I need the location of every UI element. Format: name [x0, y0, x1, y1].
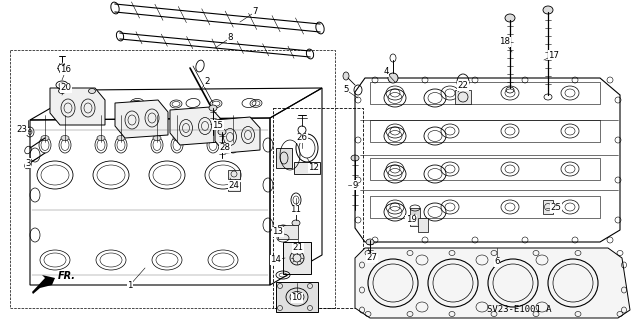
Ellipse shape	[88, 88, 95, 93]
Text: 20: 20	[61, 84, 72, 93]
Bar	[278, 225, 298, 239]
Polygon shape	[50, 88, 105, 125]
Text: 23: 23	[17, 125, 28, 135]
Ellipse shape	[209, 136, 217, 140]
Text: 28: 28	[220, 144, 230, 152]
Polygon shape	[215, 117, 260, 153]
Text: 4: 4	[383, 68, 388, 77]
Ellipse shape	[117, 136, 125, 140]
Text: 3: 3	[25, 159, 31, 167]
Ellipse shape	[505, 14, 515, 22]
Ellipse shape	[229, 136, 237, 140]
Bar	[543, 200, 553, 214]
Ellipse shape	[97, 136, 105, 140]
Text: FR.: FR.	[58, 271, 76, 281]
Bar	[276, 282, 318, 312]
Text: 18: 18	[499, 38, 511, 47]
Text: 6: 6	[494, 257, 500, 266]
Text: 16: 16	[61, 65, 72, 75]
Bar	[228, 182, 240, 191]
Text: 17: 17	[548, 50, 559, 60]
Ellipse shape	[58, 88, 65, 93]
Text: 10: 10	[291, 293, 303, 302]
Bar	[370, 196, 600, 218]
Bar	[370, 120, 600, 142]
Bar	[370, 82, 600, 104]
Text: 15: 15	[212, 121, 223, 130]
Ellipse shape	[209, 105, 217, 111]
Ellipse shape	[351, 155, 359, 161]
Bar	[370, 158, 600, 180]
Polygon shape	[355, 248, 630, 318]
Text: 21: 21	[292, 243, 303, 253]
Text: 7: 7	[252, 8, 258, 17]
Bar	[276, 148, 292, 168]
Polygon shape	[32, 275, 55, 294]
Text: 9: 9	[352, 181, 358, 189]
Bar	[455, 90, 471, 104]
Ellipse shape	[366, 239, 374, 245]
Text: 26: 26	[296, 133, 307, 143]
Bar	[273, 108, 363, 308]
Ellipse shape	[153, 136, 161, 140]
Text: 8: 8	[227, 33, 233, 42]
Ellipse shape	[292, 220, 300, 226]
Polygon shape	[115, 100, 168, 138]
Text: 12: 12	[308, 164, 319, 173]
Text: 24: 24	[228, 181, 239, 189]
Ellipse shape	[218, 129, 226, 135]
Bar	[294, 162, 320, 174]
Bar	[410, 208, 420, 226]
Bar	[283, 242, 311, 274]
Bar	[10, 50, 335, 308]
Text: 27: 27	[367, 254, 378, 263]
Polygon shape	[170, 107, 220, 145]
Text: 13: 13	[273, 227, 284, 236]
Text: 22: 22	[458, 81, 468, 91]
Text: 14: 14	[271, 256, 282, 264]
Bar	[228, 170, 240, 179]
Text: 11: 11	[291, 205, 301, 214]
Text: SV23-E1001 A: SV23-E1001 A	[487, 306, 552, 315]
Text: 5: 5	[343, 85, 349, 94]
Text: 1: 1	[127, 280, 132, 290]
Ellipse shape	[41, 136, 49, 140]
Ellipse shape	[388, 73, 398, 83]
Text: 25: 25	[550, 204, 561, 212]
Ellipse shape	[543, 6, 553, 14]
Ellipse shape	[61, 136, 69, 140]
Ellipse shape	[173, 136, 181, 140]
Bar	[418, 218, 428, 232]
Text: 19: 19	[406, 216, 417, 225]
Ellipse shape	[343, 72, 349, 80]
Text: 2: 2	[204, 78, 210, 86]
